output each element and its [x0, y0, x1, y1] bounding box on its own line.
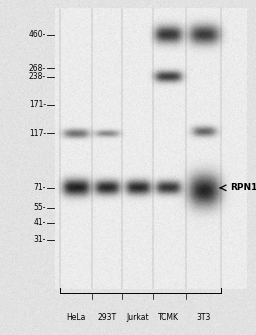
Text: 171-: 171- — [29, 100, 46, 110]
Text: kDa: kDa — [2, 0, 21, 1]
Text: Jurkat: Jurkat — [127, 313, 149, 322]
Text: 55-: 55- — [34, 203, 46, 212]
Text: 31-: 31- — [34, 235, 46, 244]
Text: HeLa: HeLa — [66, 313, 86, 322]
Text: 71-: 71- — [34, 183, 46, 192]
Text: 3T3: 3T3 — [197, 313, 211, 322]
Text: 460-: 460- — [29, 30, 46, 39]
Text: 293T: 293T — [98, 313, 116, 322]
Text: 41-: 41- — [34, 218, 46, 227]
Text: RPN1: RPN1 — [230, 183, 256, 192]
Text: 268-: 268- — [29, 64, 46, 73]
Text: TCMK: TCMK — [157, 313, 178, 322]
Text: 238-: 238- — [29, 72, 46, 81]
Text: 117-: 117- — [29, 129, 46, 138]
